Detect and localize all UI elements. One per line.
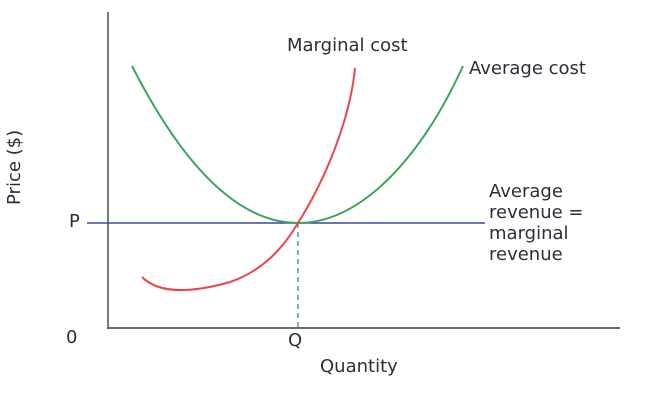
average-cost-label: Average cost — [469, 58, 586, 79]
q-tick-label: Q — [288, 330, 303, 351]
marginal-cost-curve — [141, 67, 356, 291]
x-axis-label: Quantity — [320, 356, 398, 377]
origin-label: 0 — [66, 327, 78, 348]
average-revenue-label: Average revenue = marginal revenue — [489, 181, 584, 265]
p-tick-label: P — [69, 211, 80, 232]
marginal-cost-label: Marginal cost — [287, 35, 408, 56]
average-cost-curve — [131, 65, 464, 225]
y-axis-label: Price ($) — [4, 129, 25, 205]
